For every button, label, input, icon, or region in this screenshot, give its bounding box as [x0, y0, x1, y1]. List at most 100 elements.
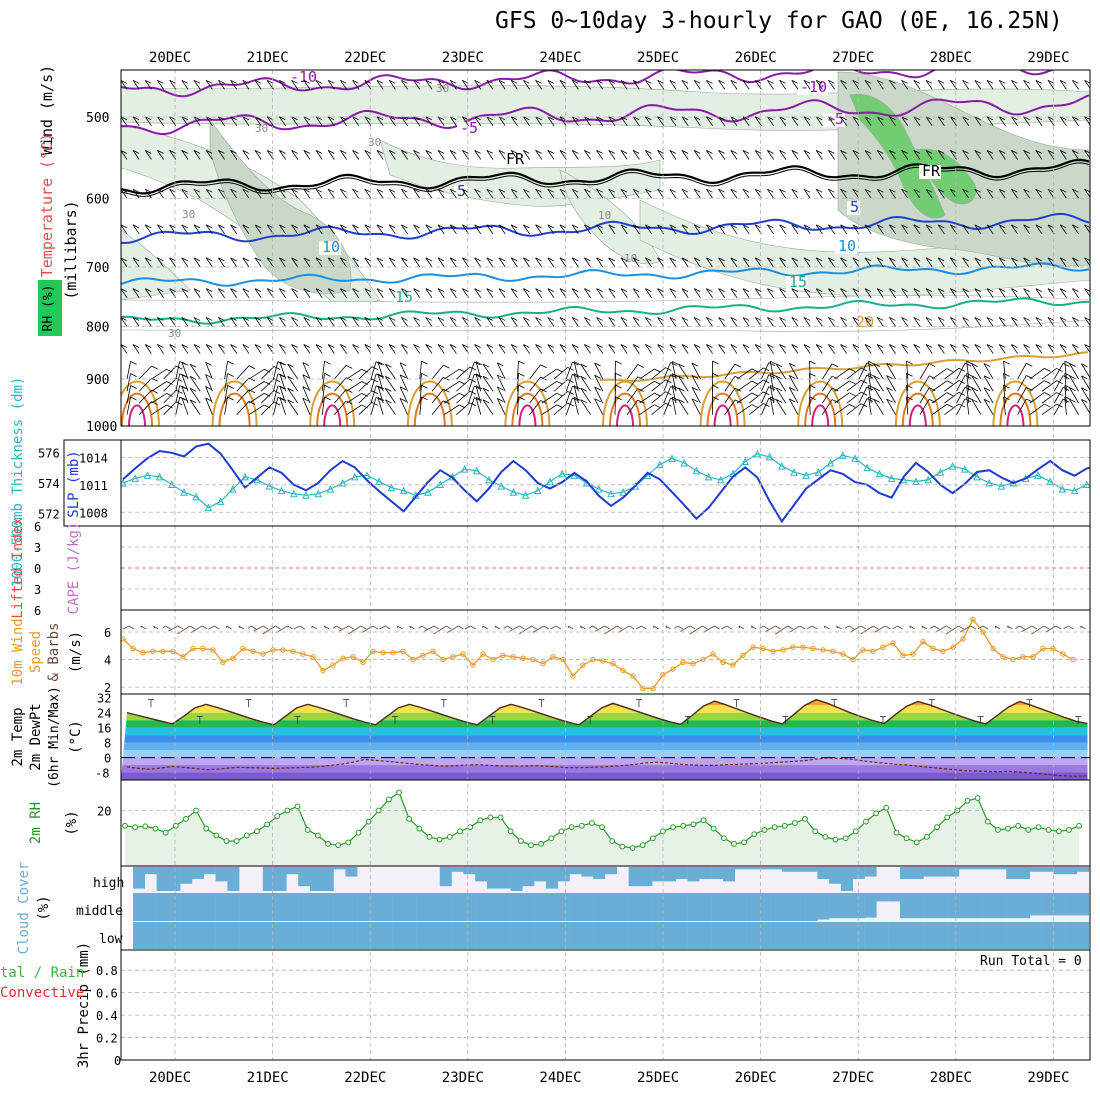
wind-barb	[1023, 344, 1030, 348]
wind-barb	[691, 374, 699, 379]
cloud-bar	[1053, 893, 1066, 916]
wind-barb	[370, 385, 377, 404]
wind-barb	[206, 257, 213, 262]
wind-barb	[279, 288, 286, 293]
wind-barb	[328, 288, 335, 293]
wind-barb	[559, 257, 567, 268]
cloud-bar	[180, 922, 193, 949]
cloud-bar	[251, 922, 263, 949]
wind-barb	[437, 288, 445, 298]
wind-barb	[121, 150, 127, 154]
wind-barb	[573, 373, 581, 378]
wind-barb	[580, 387, 591, 404]
wind-barb	[336, 625, 342, 630]
wind-barb	[205, 116, 213, 127]
rh-point	[172, 822, 179, 829]
wind-barb	[388, 80, 396, 90]
cloud-bar	[593, 922, 606, 949]
wind-barb	[971, 387, 978, 392]
wind-barb	[767, 257, 774, 262]
wind-barb	[876, 150, 884, 160]
wind-barb	[132, 317, 140, 327]
wind-barb	[1072, 257, 1079, 268]
rh-point	[589, 820, 595, 826]
cloud-bar	[227, 922, 240, 949]
wind-barb	[726, 625, 733, 630]
wind-barb	[706, 79, 713, 84]
wind-barb	[169, 79, 176, 84]
wind-barb	[584, 317, 591, 321]
wind-barb	[327, 116, 335, 127]
wind-barb	[181, 317, 189, 327]
wind-barb	[523, 150, 530, 154]
wind-barb	[248, 381, 265, 392]
wind-barb	[657, 79, 664, 84]
wind-barb	[1023, 188, 1031, 199]
thickness-point	[192, 492, 201, 501]
wind-barb	[876, 344, 884, 354]
wind-barb	[868, 373, 875, 377]
cloud-bar	[1077, 893, 1089, 916]
wind-barb	[913, 150, 920, 154]
wind-barb	[755, 188, 762, 193]
surface-isotherm	[218, 392, 251, 426]
thickness-line	[122, 453, 1090, 509]
cloud-bar	[1077, 922, 1089, 949]
surface-isotherm	[128, 404, 146, 426]
wind-barb	[376, 116, 384, 127]
wind-barb	[389, 344, 396, 348]
wind-barb	[645, 344, 652, 354]
wind-barb	[974, 288, 982, 298]
wind-barb	[230, 188, 238, 199]
wind-barb	[672, 373, 679, 378]
wind-ylabel: Speed	[28, 631, 44, 673]
wind-barb	[1047, 188, 1055, 193]
wind-barb	[340, 79, 347, 84]
wind-speed-point	[940, 648, 946, 655]
wind-barb	[181, 344, 188, 348]
wind-barb	[236, 389, 250, 404]
wind-barb	[279, 397, 286, 415]
cloud-bar	[357, 893, 370, 921]
wind-barb	[181, 224, 188, 229]
rh-point	[355, 829, 362, 836]
wind-speed-point	[400, 648, 406, 655]
wind-barb	[138, 377, 152, 392]
wind-barb	[340, 344, 347, 354]
wind-barb	[858, 362, 868, 380]
cloud-bar	[215, 867, 228, 882]
wind-barb	[809, 385, 811, 404]
wind-barb	[474, 344, 482, 354]
wind-barb	[205, 374, 213, 392]
wind-barb	[293, 625, 301, 630]
wind-barb	[937, 150, 945, 160]
wind-barb	[518, 625, 532, 635]
y-tick-label: -8	[95, 767, 109, 781]
wind-barb	[205, 150, 213, 160]
wind-barb	[901, 188, 908, 193]
wind-barb	[181, 116, 189, 127]
rh-point	[690, 821, 697, 828]
wind-barb	[218, 188, 225, 199]
wind-barb	[230, 257, 237, 262]
wind-barb	[1069, 398, 1079, 415]
wind-barb	[681, 188, 689, 193]
wind-barb	[937, 344, 945, 354]
wind-barb	[189, 363, 197, 368]
wind-barb	[1047, 224, 1055, 229]
wind-barb	[571, 116, 579, 127]
wind-barb	[950, 150, 957, 154]
wind-barb	[498, 188, 506, 199]
wind-barb	[919, 375, 930, 392]
wind-speed-point	[140, 649, 146, 656]
cloud-bar	[133, 922, 145, 949]
wind-barb	[681, 257, 689, 262]
wind-barb	[303, 288, 310, 293]
wind-barb	[938, 79, 945, 84]
rh-point	[233, 838, 240, 844]
wind-barb	[1072, 224, 1079, 229]
wind-barb	[205, 188, 213, 199]
wind-speed-point	[670, 666, 676, 672]
wind-barb	[205, 288, 213, 298]
wind-barb	[691, 362, 699, 367]
